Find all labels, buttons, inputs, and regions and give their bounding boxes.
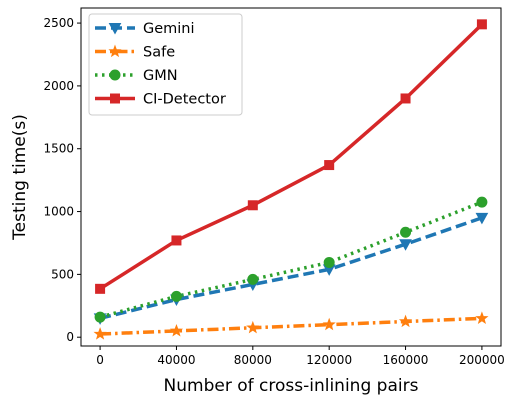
x-tick-label: 160000 xyxy=(383,353,429,367)
legend-label-safe: Safe xyxy=(143,45,175,61)
x-tick-label: 0 xyxy=(96,353,104,367)
data-point-gemini xyxy=(399,239,412,251)
data-point-gemini xyxy=(475,212,489,225)
data-point-safe xyxy=(398,314,413,328)
data-point-gmn xyxy=(323,256,335,268)
data-point-safe xyxy=(475,311,489,324)
y-tick-label: 2000 xyxy=(43,79,74,93)
legend-label-gmn: GMN xyxy=(143,68,178,84)
y-tick-label: 500 xyxy=(51,267,74,281)
data-point-gmn xyxy=(170,290,182,302)
data-point-ci-detector xyxy=(476,19,487,30)
data-point-gmn xyxy=(247,273,259,285)
x-tick-label: 120000 xyxy=(306,353,352,367)
series-line-safe xyxy=(100,316,482,336)
series-markers xyxy=(93,19,489,340)
series-lines xyxy=(99,23,484,336)
y-axis-title: Testing time(s) xyxy=(10,114,30,241)
x-tick-label: 200000 xyxy=(459,353,505,367)
data-point-ci-detector xyxy=(95,283,106,294)
x-tick-label: 40000 xyxy=(157,353,195,367)
data-point-ci-detector xyxy=(400,93,411,104)
data-point-gmn xyxy=(476,196,488,208)
y-tick-label: 0 xyxy=(66,330,74,344)
x-tick-label: 80000 xyxy=(234,353,272,367)
legend-marker-gemini xyxy=(108,23,122,35)
series-line-ci-detector xyxy=(99,23,484,291)
data-point-ci-detector xyxy=(324,160,335,171)
legend: Gemini Safe GMN CI-Detector xyxy=(88,13,243,116)
data-point-safe xyxy=(169,323,184,337)
legend-box xyxy=(88,13,243,116)
plot-frame xyxy=(80,7,502,347)
data-point-safe xyxy=(93,327,107,340)
data-point-safe xyxy=(322,317,336,331)
legend-label-gemini: Gemini xyxy=(143,21,195,37)
x-axis-title: Number of cross-inlining pairs xyxy=(164,376,419,396)
data-point-ci-detector xyxy=(247,200,258,211)
series-line-gmn xyxy=(99,200,483,319)
x-axis-ticks: 0 40000 80000 120000 160000 200000 xyxy=(96,346,505,367)
legend-marker-safe xyxy=(108,44,122,58)
data-point-gmn xyxy=(94,311,106,323)
y-tick-label: 1500 xyxy=(43,142,74,156)
data-point-gmn xyxy=(400,226,412,238)
series-line-gemini xyxy=(99,216,483,321)
y-axis-ticks: 0 500 1000 1500 2000 2500 xyxy=(43,16,81,344)
data-point-ci-detector xyxy=(171,235,182,246)
legend-marker-ci-detector xyxy=(110,93,120,104)
legend-label-ci-detector: CI-Detector xyxy=(143,92,226,108)
data-point-safe xyxy=(246,320,260,334)
y-tick-label: 2500 xyxy=(43,16,74,30)
legend-marker-gmn xyxy=(109,69,121,81)
y-tick-label: 1000 xyxy=(43,205,74,219)
